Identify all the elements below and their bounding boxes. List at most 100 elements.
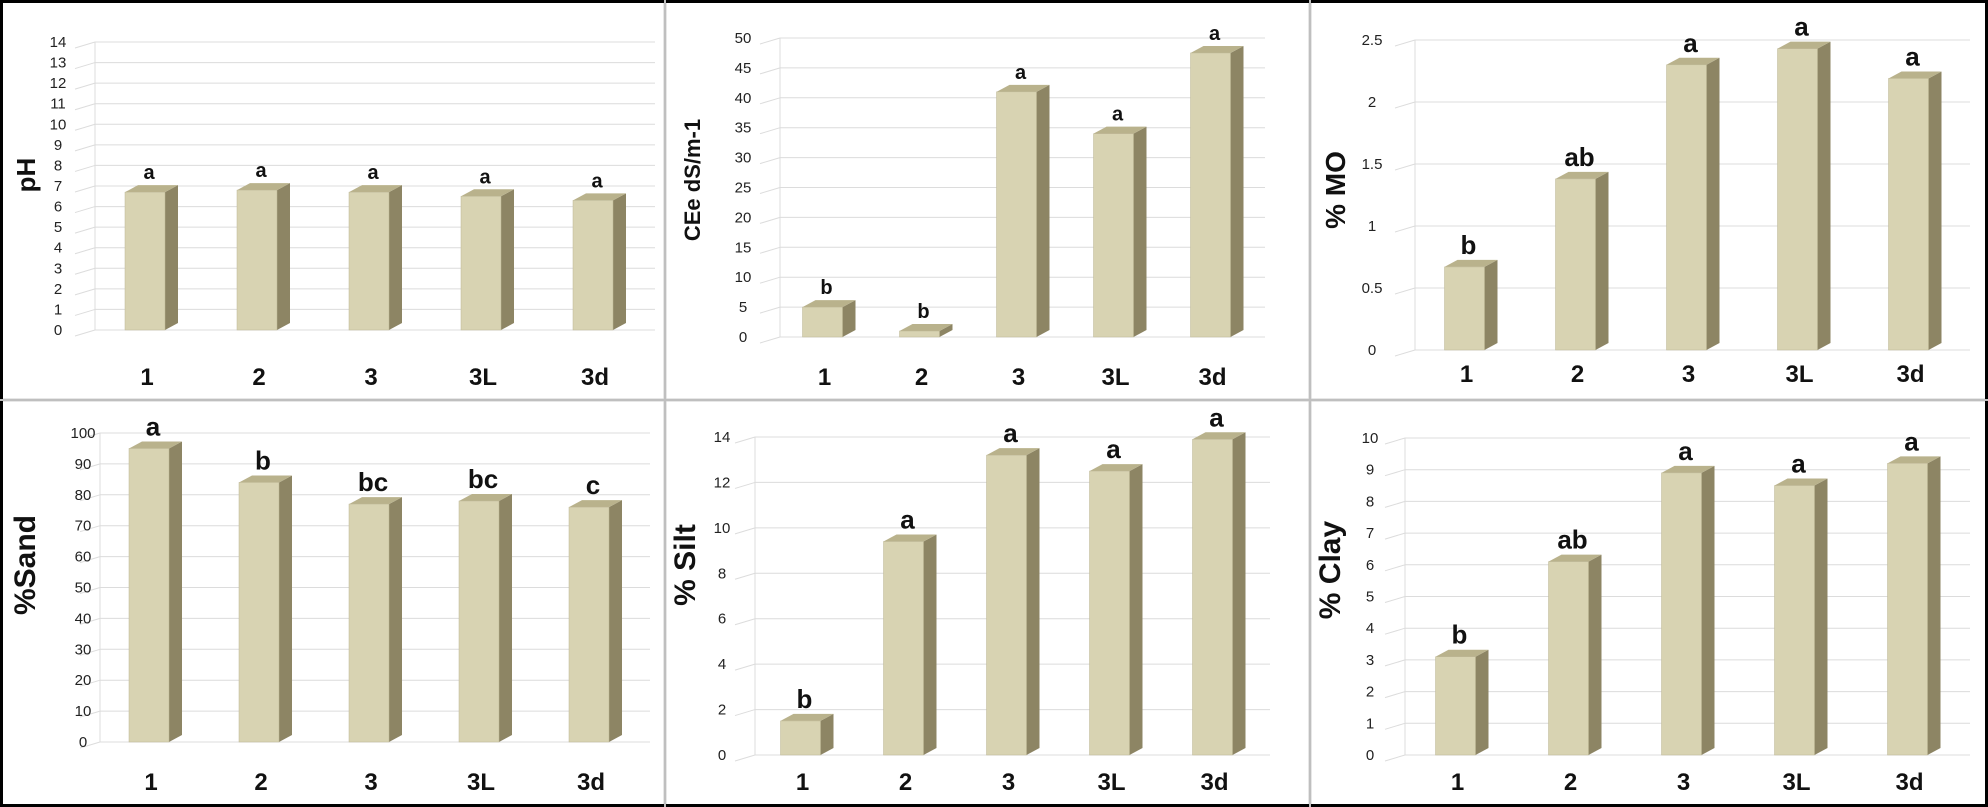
gridline-diag xyxy=(734,572,756,580)
gridline-diag xyxy=(74,123,96,131)
bar-top xyxy=(461,189,514,197)
gridline-diag xyxy=(759,127,781,135)
bar xyxy=(1190,45,1244,338)
gridline-diag xyxy=(759,97,781,105)
bar-side xyxy=(389,185,402,330)
chart-panel-6: 0 1 2 3 4 5 6 7 8 9 10 % Clay b 1 ab 2 a 3 a 3L a 3d xyxy=(1310,400,1988,807)
y-tick-label: 1 xyxy=(54,301,62,318)
chart-panel-3: 0 0.5 1 1.5 2 2.5 % MO b 1 ab 2 a 3 a 3L a 3d xyxy=(1310,0,1988,400)
significance-letter: a xyxy=(1791,449,1806,479)
gridline-diag xyxy=(1384,532,1406,540)
gridline-diag xyxy=(1384,469,1406,477)
bar-top xyxy=(459,493,512,501)
y-tick-label: 10 xyxy=(50,116,67,133)
bar-front xyxy=(1435,656,1476,756)
bar-top xyxy=(1444,259,1498,267)
y-tick-label: 12 xyxy=(714,474,731,491)
significance-letter: a xyxy=(255,160,267,182)
significance-letter: ab xyxy=(1564,142,1594,172)
x-tick-label: 3d xyxy=(1895,769,1923,796)
x-tick-label: 2 xyxy=(915,364,928,391)
y-tick-label: 5 xyxy=(739,299,747,316)
significance-letter: a xyxy=(367,162,379,184)
y-tick-label: 2 xyxy=(54,281,62,298)
x-tick-label: 2 xyxy=(1564,769,1577,796)
y-tick-label: 60 xyxy=(75,549,92,566)
bar-front xyxy=(128,448,170,743)
y-tick-label: 30 xyxy=(735,150,752,167)
bar-top xyxy=(1192,432,1246,440)
bar xyxy=(236,183,290,331)
y-axis-label: % Silt xyxy=(669,524,702,606)
bar xyxy=(1089,464,1143,756)
y-tick-label: 30 xyxy=(75,641,92,658)
bar-front xyxy=(1093,133,1134,338)
bar-side xyxy=(1814,478,1828,755)
significance-letter: a xyxy=(1794,12,1809,42)
significance-letter: b xyxy=(255,445,271,475)
bar-front xyxy=(1888,78,1929,351)
bar-front xyxy=(780,720,821,756)
y-tick-label: 15 xyxy=(735,239,752,256)
significance-letter: a xyxy=(146,411,161,441)
y-axis-label: pH xyxy=(11,158,41,193)
y-tick-label: 4 xyxy=(1366,620,1374,637)
y-tick-label: 4 xyxy=(54,240,62,257)
gridline-diag xyxy=(74,247,96,255)
y-tick-label: 70 xyxy=(75,518,92,535)
bar-top xyxy=(129,441,182,449)
bar-front xyxy=(458,500,500,743)
y-tick-label: 1 xyxy=(1368,218,1376,235)
bar-side xyxy=(1026,448,1040,755)
bar-front xyxy=(460,196,502,331)
x-tick-label: 3L xyxy=(469,364,497,391)
x-tick-label: 3d xyxy=(581,364,609,391)
gridline-diag xyxy=(759,157,781,165)
gridline-diag xyxy=(79,494,101,502)
y-tick-label: 8 xyxy=(718,565,726,582)
gridline-diag xyxy=(74,41,96,49)
bar-front xyxy=(124,191,166,331)
gridline-diag xyxy=(759,246,781,254)
bar-front xyxy=(348,191,390,331)
y-tick-label: 6 xyxy=(718,611,726,628)
bar-side xyxy=(820,713,834,755)
bar-front xyxy=(236,189,278,331)
gridline-diag xyxy=(74,288,96,296)
gridline-diag xyxy=(74,62,96,70)
gridline-diag xyxy=(74,206,96,214)
gridline-diag xyxy=(79,463,101,471)
bar xyxy=(1555,171,1609,351)
bar-front xyxy=(996,91,1037,338)
x-tick-label: 1 xyxy=(1460,361,1473,388)
bar-front xyxy=(802,306,843,338)
bar-top xyxy=(349,185,402,193)
gridline-diag xyxy=(1384,564,1406,572)
bar xyxy=(1093,126,1147,338)
y-tick-label: 0 xyxy=(1366,747,1374,764)
significance-letter: a xyxy=(1209,23,1221,45)
gridline-diag xyxy=(74,164,96,172)
y-tick-label: 7 xyxy=(1366,525,1374,542)
panel-border xyxy=(1310,400,1988,807)
bar xyxy=(460,189,514,331)
bar-side xyxy=(1927,456,1941,755)
significance-letter: a xyxy=(1003,418,1018,448)
bar-side xyxy=(842,300,856,337)
gridline-diag xyxy=(759,216,781,224)
gridline-diag xyxy=(79,556,101,564)
bar-side xyxy=(1484,259,1498,350)
bar-top xyxy=(996,84,1050,92)
gridline-diag xyxy=(1394,287,1416,295)
bar-side xyxy=(1928,71,1942,350)
gridline-diag xyxy=(734,618,756,626)
gridline-diag xyxy=(74,103,96,111)
chart-panel-2: 0 5 10 15 20 25 30 35 40 45 50 CEe dS/m-1 b 1 b 2 a 3 a 3L a… xyxy=(665,0,1310,400)
significance-letter: a xyxy=(143,162,155,184)
y-tick-label: 1 xyxy=(1366,715,1374,732)
bar xyxy=(348,497,402,743)
y-tick-label: 6 xyxy=(54,199,62,216)
gridline-diag xyxy=(79,617,101,625)
bar-top xyxy=(1774,478,1828,486)
